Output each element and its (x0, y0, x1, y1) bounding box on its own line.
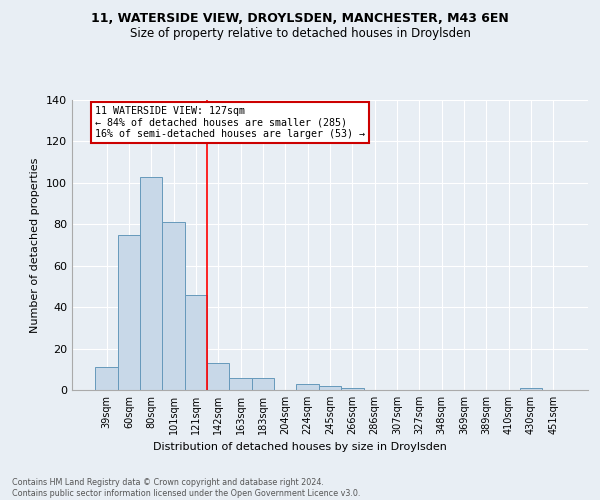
Bar (207, 363, 229, 390)
Bar (341, 388, 364, 390)
Bar (520, 388, 542, 390)
Bar (185, 294, 207, 390)
Text: Size of property relative to detached houses in Droylsden: Size of property relative to detached ho… (130, 28, 470, 40)
Bar (252, 378, 274, 390)
Text: 11, WATERSIDE VIEW, DROYLSDEN, MANCHESTER, M43 6EN: 11, WATERSIDE VIEW, DROYLSDEN, MANCHESTE… (91, 12, 509, 26)
Bar (140, 176, 163, 390)
Text: 11 WATERSIDE VIEW: 127sqm
← 84% of detached houses are smaller (285)
16% of semi: 11 WATERSIDE VIEW: 127sqm ← 84% of detac… (95, 106, 365, 140)
Bar (319, 386, 341, 390)
Text: Contains HM Land Registry data © Crown copyright and database right 2024.
Contai: Contains HM Land Registry data © Crown c… (12, 478, 361, 498)
Bar (229, 378, 252, 390)
Bar (296, 384, 319, 390)
Text: Distribution of detached houses by size in Droylsden: Distribution of detached houses by size … (153, 442, 447, 452)
Bar (163, 222, 185, 390)
Bar (118, 234, 140, 390)
Y-axis label: Number of detached properties: Number of detached properties (31, 158, 40, 332)
Bar (95, 367, 118, 390)
